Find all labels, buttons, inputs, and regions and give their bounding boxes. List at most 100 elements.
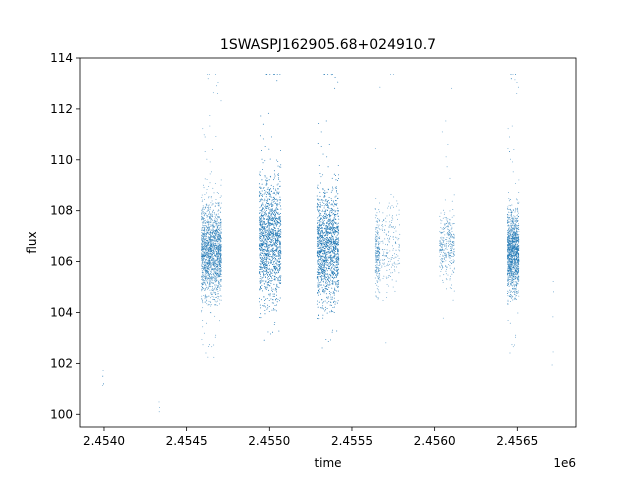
data-point bbox=[276, 283, 278, 285]
data-point bbox=[219, 225, 221, 227]
data-point bbox=[210, 277, 212, 279]
data-point bbox=[268, 216, 270, 218]
data-point bbox=[212, 273, 214, 275]
data-point bbox=[260, 255, 262, 257]
data-point bbox=[203, 269, 205, 271]
data-point bbox=[263, 187, 265, 189]
data-point bbox=[278, 255, 280, 257]
data-point bbox=[214, 283, 216, 285]
data-point bbox=[203, 231, 205, 233]
data-point bbox=[279, 220, 281, 221]
data-point bbox=[273, 212, 275, 213]
data-point bbox=[280, 275, 282, 277]
data-point bbox=[267, 205, 269, 207]
data-point bbox=[210, 301, 212, 303]
data-point bbox=[262, 222, 264, 224]
data-point bbox=[217, 250, 219, 252]
data-point bbox=[209, 217, 211, 219]
data-point bbox=[204, 295, 206, 297]
data-point bbox=[279, 196, 281, 198]
data-point bbox=[209, 114, 211, 116]
data-point bbox=[208, 210, 210, 212]
data-point bbox=[271, 260, 273, 261]
data-point bbox=[201, 233, 203, 235]
data-point bbox=[273, 324, 275, 325]
data-point bbox=[274, 228, 276, 230]
data-point bbox=[214, 304, 216, 306]
data-point bbox=[273, 309, 274, 311]
data-point bbox=[215, 199, 217, 201]
data-point bbox=[210, 196, 212, 197]
data-point bbox=[212, 225, 214, 227]
data-point bbox=[271, 212, 273, 214]
data-point bbox=[204, 288, 206, 290]
data-point bbox=[209, 248, 211, 250]
data-point bbox=[203, 251, 205, 253]
data-point bbox=[205, 237, 207, 239]
data-point bbox=[272, 299, 274, 301]
data-point bbox=[208, 212, 210, 214]
data-point bbox=[215, 273, 217, 275]
data-point bbox=[203, 228, 205, 230]
data-point bbox=[262, 169, 264, 170]
data-point bbox=[266, 182, 267, 184]
data-point bbox=[207, 303, 209, 305]
data-point bbox=[217, 270, 219, 272]
data-point bbox=[275, 208, 277, 210]
data-point bbox=[207, 215, 209, 217]
data-point bbox=[270, 230, 272, 232]
data-point bbox=[203, 233, 205, 235]
data-point bbox=[202, 213, 204, 214]
data-point bbox=[275, 241, 276, 243]
data-point bbox=[261, 209, 263, 211]
data-point bbox=[210, 232, 212, 234]
data-point bbox=[273, 242, 275, 244]
data-point bbox=[201, 275, 203, 277]
data-point bbox=[260, 198, 262, 200]
data-point bbox=[209, 281, 211, 283]
data-point bbox=[259, 228, 261, 230]
data-point bbox=[203, 253, 205, 255]
data-point bbox=[209, 229, 211, 231]
data-point bbox=[201, 209, 202, 211]
data-point bbox=[269, 231, 271, 233]
data-point bbox=[279, 275, 281, 277]
data-point bbox=[218, 237, 220, 239]
data-point bbox=[205, 259, 207, 261]
data-point bbox=[218, 260, 220, 262]
data-point bbox=[276, 249, 278, 251]
data-point bbox=[279, 180, 281, 182]
data-point bbox=[217, 291, 219, 293]
data-point bbox=[213, 292, 215, 294]
data-point bbox=[219, 273, 221, 275]
data-point bbox=[218, 261, 220, 263]
data-point bbox=[203, 222, 205, 224]
data-point bbox=[264, 190, 266, 191]
data-point bbox=[271, 224, 273, 226]
data-point bbox=[211, 219, 213, 221]
data-point bbox=[210, 266, 212, 268]
data-point bbox=[274, 276, 276, 278]
data-point bbox=[271, 222, 273, 224]
data-point bbox=[216, 220, 218, 222]
data-point bbox=[263, 235, 264, 237]
data-point bbox=[207, 278, 209, 280]
data-point bbox=[269, 295, 271, 297]
data-point bbox=[268, 224, 270, 226]
data-point bbox=[219, 262, 221, 264]
data-point bbox=[208, 248, 210, 250]
data-point bbox=[212, 260, 213, 262]
data-point bbox=[268, 222, 270, 224]
data-point bbox=[263, 272, 265, 274]
data-point bbox=[268, 179, 270, 181]
data-point bbox=[278, 230, 280, 232]
data-point bbox=[276, 192, 278, 194]
data-point bbox=[269, 190, 271, 191]
data-point bbox=[102, 375, 104, 377]
data-point bbox=[276, 267, 277, 269]
data-point bbox=[263, 193, 265, 195]
data-point bbox=[203, 266, 205, 268]
data-point bbox=[203, 272, 205, 274]
data-point bbox=[206, 271, 208, 273]
